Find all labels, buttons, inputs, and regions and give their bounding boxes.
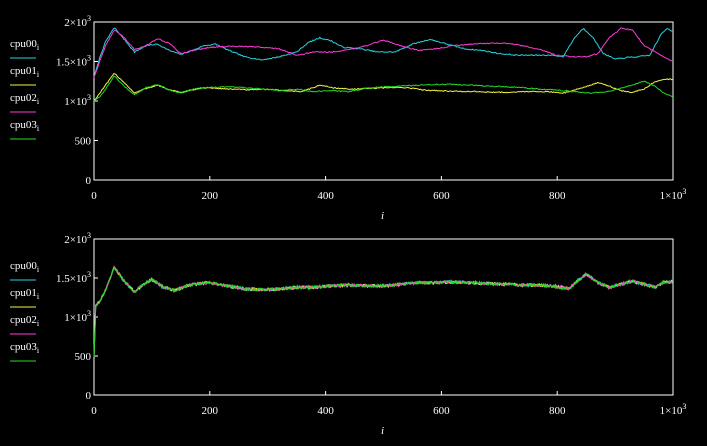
series-lines bbox=[93, 27, 674, 102]
legend-entry-cpu01: cpu01i bbox=[10, 287, 40, 301]
top-chart: 0 500 1×103 1.5×103 2×103 0 200 400 600 800 1×103 i… bbox=[10, 14, 686, 222]
bottom-chart: 0 500 1×103 1.5×103 2×103 0 200 400 600 800 1×103 i… bbox=[10, 231, 686, 437]
x-tick-label: 200 bbox=[202, 405, 219, 417]
y-tick-label: 2×103 bbox=[64, 14, 91, 29]
legend-entry-cpu01: cpu01i bbox=[10, 65, 40, 79]
series-line-cpu00 bbox=[93, 267, 673, 357]
x-tick-label: 400 bbox=[317, 405, 334, 417]
y-tick-label: 500 bbox=[75, 136, 92, 148]
y-tick-label: 1.5×103 bbox=[56, 54, 91, 69]
x-tick-label: 400 bbox=[317, 190, 334, 202]
x-axis-label: i bbox=[381, 210, 384, 222]
legend-entry-cpu00: cpu00i bbox=[10, 38, 40, 52]
legend-entry-cpu02: cpu02i bbox=[10, 314, 40, 328]
x-tick-label: 800 bbox=[549, 190, 566, 202]
x-tick-label: 0 bbox=[91, 405, 97, 417]
y-tick-label: 1×103 bbox=[64, 309, 91, 324]
legend-entry-cpu02: cpu02i bbox=[10, 92, 40, 106]
y-tick-label: 0 bbox=[86, 390, 92, 402]
x-tick-label: 200 bbox=[202, 190, 219, 202]
series-line-cpu02 bbox=[93, 265, 673, 357]
series-line-cpu01 bbox=[93, 265, 673, 357]
legend-entry-cpu03: cpu03i bbox=[10, 341, 40, 355]
x-tick-label: 1×103 bbox=[660, 187, 687, 202]
plot-frame bbox=[93, 238, 674, 396]
legend-entry-cpu03: cpu03i bbox=[10, 119, 40, 133]
x-tick-label: 600 bbox=[433, 190, 450, 202]
series-line-cpu03 bbox=[93, 75, 674, 102]
plot-frame bbox=[93, 21, 674, 181]
legend: cpu00i cpu01i cpu02i cpu03i bbox=[10, 38, 40, 140]
x-tick-label: 600 bbox=[433, 405, 450, 417]
legend: cpu00i cpu01i cpu02i cpu03i bbox=[10, 260, 40, 362]
series-line-cpu02 bbox=[93, 27, 674, 78]
y-tick-label: 2×103 bbox=[64, 231, 91, 246]
y-tick-label: 500 bbox=[75, 351, 92, 363]
x-tick-label: 0 bbox=[91, 190, 97, 202]
legend-entry-cpu00: cpu00i bbox=[10, 260, 40, 274]
series-line-cpu03 bbox=[93, 268, 673, 357]
y-tick-label: 1.5×103 bbox=[56, 270, 91, 285]
y-tick-label: 0 bbox=[86, 175, 92, 187]
x-axis-label: i bbox=[381, 425, 384, 437]
x-tick-label: 800 bbox=[549, 405, 566, 417]
x-tick-label: 1×103 bbox=[660, 402, 687, 417]
series-lines bbox=[93, 265, 673, 357]
y-tick-label: 1×103 bbox=[64, 93, 91, 108]
